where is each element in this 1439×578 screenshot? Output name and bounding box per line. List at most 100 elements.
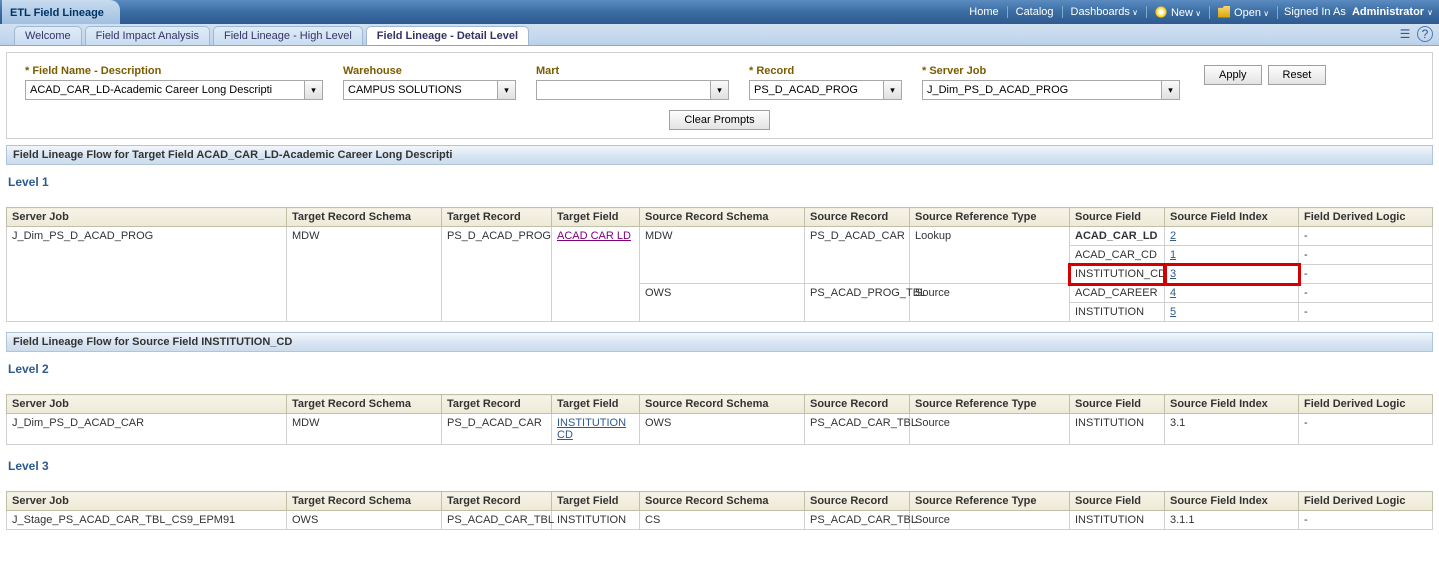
nav-home[interactable]: Home — [961, 6, 1007, 18]
col-header: Field Derived Logic — [1299, 492, 1433, 511]
cell-srt: Lookup — [910, 227, 1070, 284]
cell-fdl: - — [1299, 265, 1433, 284]
level1-table: Server JobTarget Record SchemaTarget Rec… — [6, 207, 1433, 322]
col-header: Target Record — [442, 395, 552, 414]
cell-tf: ACAD CAR LD — [552, 227, 640, 322]
cell-sf: ACAD_CAR_CD — [1070, 246, 1165, 265]
prompt-input-0[interactable] — [25, 80, 305, 100]
level1-block: Level 1 Server JobTarget Record SchemaTa… — [6, 169, 1433, 322]
col-header: Target Record — [442, 492, 552, 511]
sparkle-icon — [1155, 6, 1167, 18]
cell-tr: PS_D_ACAD_CAR — [442, 414, 552, 445]
cell-sf: INSTITUTION_CD — [1070, 265, 1165, 284]
target-field-link[interactable]: ACAD CAR LD — [557, 230, 631, 242]
help-icon[interactable]: ? — [1417, 26, 1433, 42]
table-row: J_Dim_PS_D_ACAD_PROGMDWPS_D_ACAD_PROGACA… — [7, 227, 1433, 246]
col-header: Source Record — [805, 395, 910, 414]
col-header: Target Record Schema — [287, 492, 442, 511]
options-icon[interactable]: ☰ — [1397, 26, 1413, 42]
col-header: Field Derived Logic — [1299, 208, 1433, 227]
cell-fdl: - — [1299, 227, 1433, 246]
cell-fdl: - — [1299, 303, 1433, 322]
clear-prompts-button[interactable]: Clear Prompts — [669, 110, 769, 130]
prompt-label: Mart — [536, 65, 729, 77]
prompt-field-0: * Field Name - Description ▾ — [25, 65, 323, 100]
source-index-link[interactable]: 3 — [1170, 268, 1176, 280]
prompt-label: * Server Job — [922, 65, 1180, 77]
col-header: Source Reference Type — [910, 395, 1070, 414]
prompt-dropdown-button[interactable]: ▾ — [711, 80, 729, 100]
cell-tr: PS_ACAD_CAR_TBL — [442, 511, 552, 530]
cell-trs: MDW — [287, 414, 442, 445]
prompt-dropdown-button[interactable]: ▾ — [498, 80, 516, 100]
nav-open[interactable]: Open — [1210, 6, 1278, 19]
tab-welcome[interactable]: Welcome — [14, 26, 82, 45]
col-header: Source Record Schema — [640, 208, 805, 227]
col-header: Field Derived Logic — [1299, 395, 1433, 414]
level1-title: Level 1 — [6, 169, 1433, 207]
col-header: Source Field Index — [1165, 492, 1299, 511]
top-nav-links: Home Catalog Dashboards New Open Signed … — [961, 0, 1439, 24]
level2-title: Level 2 — [6, 356, 1433, 394]
prompt-input-3[interactable] — [749, 80, 884, 100]
cell-sf: ACAD_CAR_LD — [1070, 227, 1165, 246]
cell-sfi: 4 — [1165, 284, 1299, 303]
cell-trs: OWS — [287, 511, 442, 530]
apply-button[interactable]: Apply — [1204, 65, 1262, 85]
level3-table: Server JobTarget Record SchemaTarget Rec… — [6, 491, 1433, 530]
prompt-input-2[interactable] — [536, 80, 711, 100]
col-header: Server Job — [7, 395, 287, 414]
col-header: Target Record Schema — [287, 208, 442, 227]
cell-trs: MDW — [287, 227, 442, 322]
col-header: Source Field — [1070, 492, 1165, 511]
source-index-link[interactable]: 2 — [1170, 230, 1176, 242]
reset-button[interactable]: Reset — [1268, 65, 1327, 85]
cell-server-job: J_Dim_PS_D_ACAD_PROG — [7, 227, 287, 322]
prompt-field-1: Warehouse ▾ — [343, 65, 516, 100]
level2-block: Level 2 Server JobTarget Record SchemaTa… — [6, 356, 1433, 530]
col-header: Target Record Schema — [287, 395, 442, 414]
table-row: J_Stage_PS_ACAD_CAR_TBL_CS9_EPM91 OWS PS… — [7, 511, 1433, 530]
cell-srs: OWS — [640, 414, 805, 445]
cell-fdl: - — [1299, 414, 1433, 445]
cell-sfi: 3.1 — [1165, 414, 1299, 445]
col-header: Source Record — [805, 208, 910, 227]
prompt-label: * Field Name - Description — [25, 65, 323, 77]
prompt-field-3: * Record▾ — [749, 65, 902, 100]
prompt-panel: * Field Name - Description ▾ Warehouse ▾ Mar… — [6, 52, 1433, 139]
signed-in-user: Administrator — [1352, 6, 1424, 18]
cell-sfi: 3.1.1 — [1165, 511, 1299, 530]
section-bar-target: Field Lineage Flow for Target Field ACAD… — [6, 145, 1433, 165]
source-index-link[interactable]: 4 — [1170, 287, 1176, 299]
cell-sfi: 1 — [1165, 246, 1299, 265]
cell-sr: PS_ACAD_CAR_TBL — [805, 414, 910, 445]
nav-dashboards[interactable]: Dashboards — [1063, 6, 1147, 18]
prompt-label: Warehouse — [343, 65, 516, 77]
cell-srs: CS — [640, 511, 805, 530]
prompt-dropdown-button[interactable]: ▾ — [884, 80, 902, 100]
prompt-dropdown-button[interactable]: ▾ — [1162, 80, 1180, 100]
col-header: Target Record — [442, 208, 552, 227]
nav-new[interactable]: New — [1147, 6, 1210, 19]
cell-sfi: 5 — [1165, 303, 1299, 322]
cell-sf: INSTITUTION — [1070, 414, 1165, 445]
cell-sr: PS_ACAD_PROG_TBL — [805, 284, 910, 322]
cell-server-job: J_Stage_PS_ACAD_CAR_TBL_CS9_EPM91 — [7, 511, 287, 530]
col-header: Target Field — [552, 492, 640, 511]
section-bar-source: Field Lineage Flow for Source Field INST… — [6, 332, 1433, 352]
col-header: Target Field — [552, 208, 640, 227]
tab-lineage-detail[interactable]: Field Lineage - Detail Level — [366, 26, 529, 45]
nav-catalog[interactable]: Catalog — [1008, 6, 1063, 18]
col-header: Source Field Index — [1165, 208, 1299, 227]
prompt-input-4[interactable] — [922, 80, 1162, 100]
cell-srt: Source — [910, 511, 1070, 530]
target-field-link[interactable]: INSTITUTION CD — [557, 417, 626, 441]
col-header: Source Field — [1070, 208, 1165, 227]
source-index-link[interactable]: 1 — [1170, 249, 1176, 261]
prompt-dropdown-button[interactable]: ▾ — [305, 80, 323, 100]
cell-tf: INSTITUTION CD — [552, 414, 640, 445]
prompt-input-1[interactable] — [343, 80, 498, 100]
tab-field-impact[interactable]: Field Impact Analysis — [85, 26, 210, 45]
source-index-link[interactable]: 5 — [1170, 306, 1176, 318]
tab-lineage-high[interactable]: Field Lineage - High Level — [213, 26, 363, 45]
